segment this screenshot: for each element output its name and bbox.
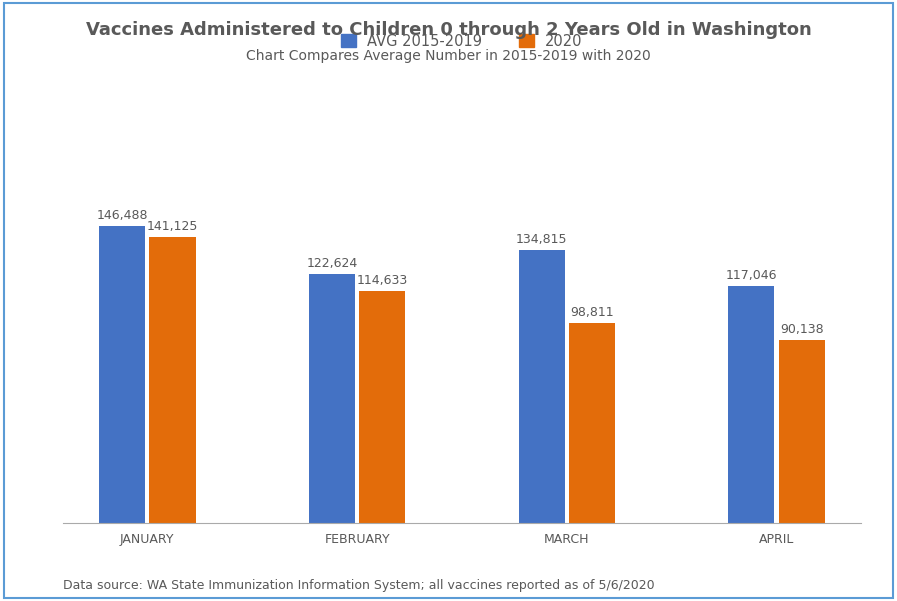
Text: 146,488: 146,488 (96, 209, 148, 222)
Bar (779, 340, 825, 523)
Legend: AVG 2015-2019, 2020: AVG 2015-2019, 2020 (334, 26, 590, 56)
Bar (569, 323, 615, 523)
Bar (359, 291, 405, 523)
Bar (99, 226, 145, 523)
Text: Vaccines Administered to Children 0 through 2 Years Old in Washington: Vaccines Administered to Children 0 thro… (85, 21, 812, 39)
Text: Chart Compares Average Number in 2015-2019 with 2020: Chart Compares Average Number in 2015-20… (246, 49, 651, 63)
Bar (518, 249, 565, 523)
Text: 141,125: 141,125 (147, 220, 198, 233)
Text: 117,046: 117,046 (726, 269, 777, 282)
Bar (309, 275, 355, 523)
Text: 98,811: 98,811 (570, 305, 614, 319)
Text: 90,138: 90,138 (780, 323, 823, 336)
Text: 122,624: 122,624 (306, 257, 358, 270)
Text: Data source: WA State Immunization Information System; all vaccines reported as : Data source: WA State Immunization Infor… (63, 579, 655, 592)
Bar (150, 237, 196, 523)
Text: 134,815: 134,815 (516, 233, 568, 246)
Text: 114,633: 114,633 (357, 273, 408, 287)
Bar (728, 285, 774, 523)
